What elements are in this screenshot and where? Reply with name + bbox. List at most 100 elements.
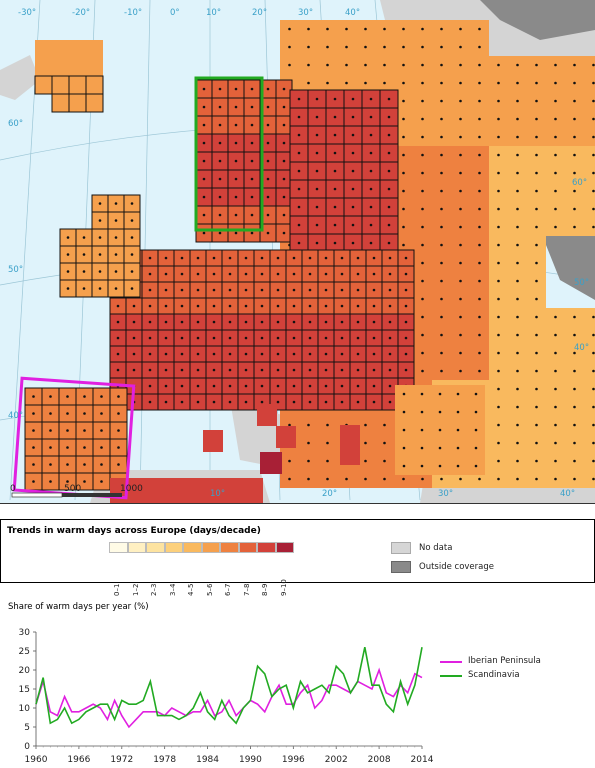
- significance-dot: [592, 369, 595, 373]
- significance-dot: [459, 351, 462, 355]
- significance-dot: [364, 441, 367, 445]
- significance-dot: [196, 304, 200, 308]
- significance-dot: [516, 459, 519, 463]
- significance-dot: [497, 171, 500, 175]
- significance-dot: [288, 459, 291, 463]
- legend-swatch-label: 5–6: [205, 583, 214, 596]
- grid-cell: [86, 58, 103, 76]
- significance-dot: [404, 256, 408, 260]
- outside-coverage-swatch: [391, 561, 411, 573]
- significance-dot: [497, 477, 500, 481]
- lon-label: 0°: [170, 8, 180, 18]
- significance-dot: [297, 205, 301, 209]
- significance-dot: [340, 384, 344, 388]
- significance-dot: [228, 288, 232, 292]
- significance-dot: [388, 336, 392, 340]
- significance-dot: [351, 187, 355, 191]
- significance-dot: [459, 99, 462, 103]
- significance-dot: [98, 253, 102, 256]
- legend-swatch-label: 3–4: [168, 583, 177, 596]
- significance-dot: [326, 423, 329, 427]
- iberia-series-line: [35, 667, 423, 729]
- lat-label: 50°: [574, 278, 589, 288]
- significance-dot: [333, 169, 337, 173]
- significance-dot: [535, 81, 538, 85]
- significance-dot: [340, 336, 344, 340]
- significance-dot: [324, 304, 328, 308]
- lon-label: -20°: [72, 8, 90, 18]
- grid-cell: [584, 416, 595, 434]
- significance-dot: [440, 351, 443, 355]
- significance-dot: [196, 288, 200, 292]
- legend-title: Trends in warm days across Europe (days/…: [7, 526, 261, 536]
- significance-dot: [180, 304, 184, 308]
- significance-dot: [383, 45, 386, 49]
- significance-dot: [315, 133, 319, 137]
- significance-dot: [421, 225, 424, 229]
- significance-dot: [369, 115, 373, 119]
- significance-dot: [459, 207, 462, 211]
- significance-dot: [592, 99, 595, 103]
- significance-dot: [148, 352, 152, 356]
- significance-dot: [554, 333, 557, 337]
- significance-dot: [66, 253, 70, 256]
- significance-dot: [387, 133, 391, 137]
- significance-dot: [218, 231, 222, 235]
- significance-dot: [478, 261, 481, 265]
- trend-map: -30° -20° -10° 0° 10° 20° 30° 40° 20° 30…: [0, 0, 595, 504]
- significance-dot: [456, 464, 460, 468]
- significance-dot: [244, 336, 248, 340]
- grid-cell: [584, 218, 595, 236]
- significance-dot: [402, 207, 405, 211]
- significance-dot: [478, 225, 481, 229]
- x-tick-label: 2008: [368, 755, 391, 765]
- significance-dot: [228, 400, 232, 404]
- significance-dot: [459, 153, 462, 157]
- significance-dot: [554, 477, 557, 481]
- y-tick-label: 10: [19, 704, 31, 714]
- significance-dot: [180, 336, 184, 340]
- grid-cell: [35, 58, 52, 76]
- significance-dot: [535, 459, 538, 463]
- significance-dot: [402, 392, 406, 396]
- significance-dot: [535, 477, 538, 481]
- significance-dot: [478, 171, 481, 175]
- significance-dot: [308, 272, 312, 276]
- significance-dot: [282, 141, 286, 145]
- significance-dot: [202, 159, 206, 163]
- significance-dot: [117, 463, 120, 466]
- significance-dot: [592, 423, 595, 427]
- significance-dot: [356, 320, 360, 324]
- significance-dot: [535, 135, 538, 139]
- significance-dot: [164, 352, 168, 356]
- legend-iberia-label: Iberian Peninsula: [468, 656, 541, 666]
- significance-dot: [497, 63, 500, 67]
- grid-cell: [34, 75, 53, 95]
- significance-dot: [148, 336, 152, 340]
- legend-swatch-label: 9–10: [279, 579, 288, 596]
- legend-swatch-label: 4–5: [187, 583, 195, 596]
- significance-dot: [421, 153, 424, 157]
- significance-dot: [324, 256, 328, 260]
- significance-dot: [478, 207, 481, 211]
- significance-dot: [234, 195, 238, 199]
- legend-swatch: [257, 542, 276, 553]
- significance-dot: [535, 207, 538, 211]
- significance-dot: [218, 123, 222, 127]
- significance-dot: [573, 441, 576, 445]
- y-tick-label: 0: [24, 742, 30, 752]
- significance-dot: [573, 153, 576, 157]
- significance-dot: [260, 368, 264, 372]
- significance-dot: [49, 480, 52, 483]
- significance-dot: [420, 446, 424, 450]
- significance-dot: [459, 315, 462, 319]
- significance-dot: [459, 333, 462, 337]
- grid-cell: [203, 430, 223, 452]
- significance-dot: [308, 320, 312, 324]
- significance-dot: [250, 159, 254, 163]
- grid-cell: [229, 478, 246, 503]
- significance-dot: [516, 315, 519, 319]
- significance-dot: [478, 27, 481, 31]
- significance-dot: [440, 135, 443, 139]
- significance-dot: [164, 368, 168, 372]
